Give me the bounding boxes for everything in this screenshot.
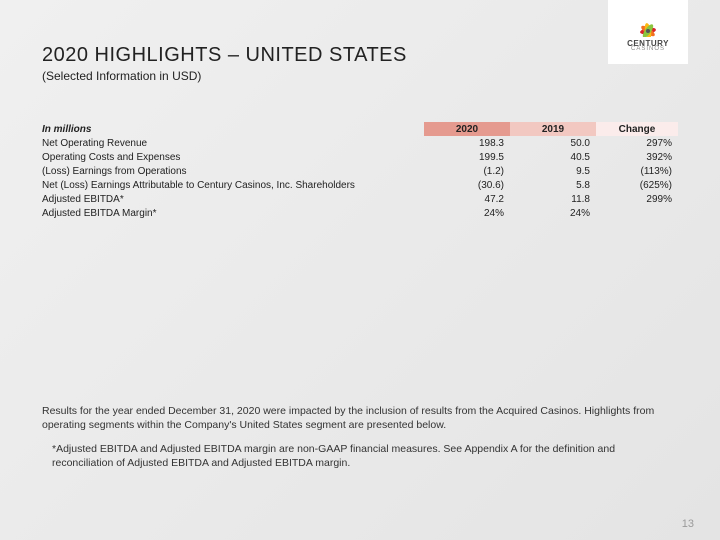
- row-value: 47.2: [424, 192, 510, 206]
- table-column-header: Change: [596, 122, 678, 136]
- footnote-paragraph: *Adjusted EBITDA and Adjusted EBITDA mar…: [42, 442, 668, 470]
- table-row: Net Operating Revenue198.350.0297%: [42, 136, 678, 150]
- results-paragraph: Results for the year ended December 31, …: [42, 404, 678, 432]
- table-column-header: 2020: [424, 122, 510, 136]
- table-column-header: 2019: [510, 122, 596, 136]
- row-value: 199.5: [424, 150, 510, 164]
- table-row: Operating Costs and Expenses199.540.5392…: [42, 150, 678, 164]
- row-label: Adjusted EBITDA*: [42, 192, 424, 206]
- row-value: 299%: [596, 192, 678, 206]
- row-value: 5.8: [510, 178, 596, 192]
- table-row: Net (Loss) Earnings Attributable to Cent…: [42, 178, 678, 192]
- logo-mark-icon: [631, 13, 665, 37]
- row-value: 9.5: [510, 164, 596, 178]
- row-value: 297%: [596, 136, 678, 150]
- row-value: 50.0: [510, 136, 596, 150]
- row-label: Net Operating Revenue: [42, 136, 424, 150]
- row-value: 24%: [510, 206, 596, 220]
- row-value: 198.3: [424, 136, 510, 150]
- row-value: (30.6): [424, 178, 510, 192]
- page-number: 13: [682, 518, 694, 530]
- row-value: (625%): [596, 178, 678, 192]
- logo-box: CENTURY CASINOS: [608, 0, 688, 64]
- page-title: 2020 HIGHLIGHTS – UNITED STATES: [42, 44, 407, 67]
- row-value: 11.8: [510, 192, 596, 206]
- row-label: Net (Loss) Earnings Attributable to Cent…: [42, 178, 424, 192]
- row-label: Operating Costs and Expenses: [42, 150, 424, 164]
- page-subtitle: (Selected Information in USD): [42, 69, 407, 83]
- row-value: (1.2): [424, 164, 510, 178]
- row-value: [596, 206, 678, 220]
- highlights-table: In millions20202019ChangeNet Operating R…: [42, 122, 678, 220]
- row-value: 392%: [596, 150, 678, 164]
- row-value: 40.5: [510, 150, 596, 164]
- table-row: Adjusted EBITDA Margin*24%24%: [42, 206, 678, 220]
- title-block: 2020 HIGHLIGHTS – UNITED STATES (Selecte…: [42, 44, 407, 83]
- table-corner-label: In millions: [42, 122, 424, 136]
- row-label: Adjusted EBITDA Margin*: [42, 206, 424, 220]
- row-value: (113%): [596, 164, 678, 178]
- row-value: 24%: [424, 206, 510, 220]
- table-row: (Loss) Earnings from Operations(1.2)9.5(…: [42, 164, 678, 178]
- row-label: (Loss) Earnings from Operations: [42, 164, 424, 178]
- table-row: Adjusted EBITDA*47.211.8299%: [42, 192, 678, 206]
- logo-sub-text: CASINOS: [631, 46, 665, 52]
